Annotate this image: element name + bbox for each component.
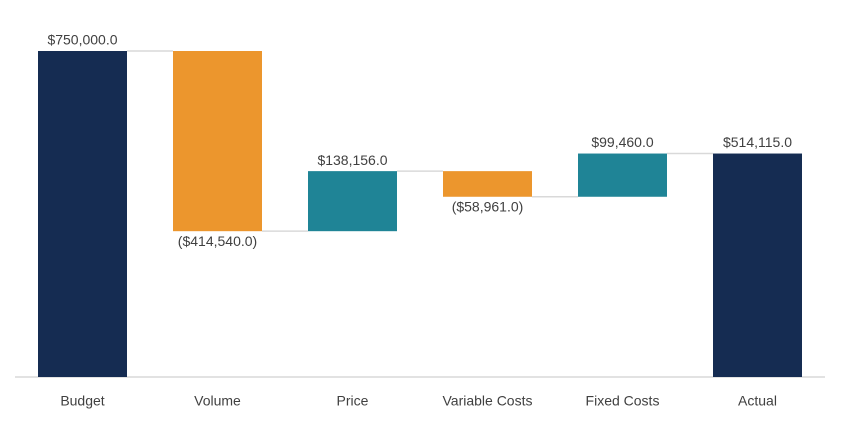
value-label: $138,156.0 bbox=[317, 152, 387, 168]
x-tick-label: Variable Costs bbox=[442, 393, 532, 409]
bar bbox=[578, 153, 667, 197]
bar bbox=[713, 153, 802, 377]
x-tick-label: Fixed Costs bbox=[586, 393, 660, 409]
bar bbox=[308, 171, 397, 232]
bar bbox=[443, 171, 532, 197]
value-label: $99,460.0 bbox=[591, 134, 653, 150]
value-label: ($414,540.0) bbox=[178, 233, 257, 249]
x-tick-label: Budget bbox=[60, 393, 104, 409]
value-label: ($58,961.0) bbox=[452, 198, 524, 214]
bar bbox=[38, 51, 127, 377]
x-tick-label: Price bbox=[337, 393, 369, 409]
value-label: $514,115.0 bbox=[723, 134, 792, 150]
x-tick-label: Volume bbox=[194, 393, 241, 409]
x-tick-label: Actual bbox=[738, 393, 777, 409]
value-label: $750,000.0 bbox=[47, 32, 117, 48]
bar bbox=[173, 51, 262, 232]
